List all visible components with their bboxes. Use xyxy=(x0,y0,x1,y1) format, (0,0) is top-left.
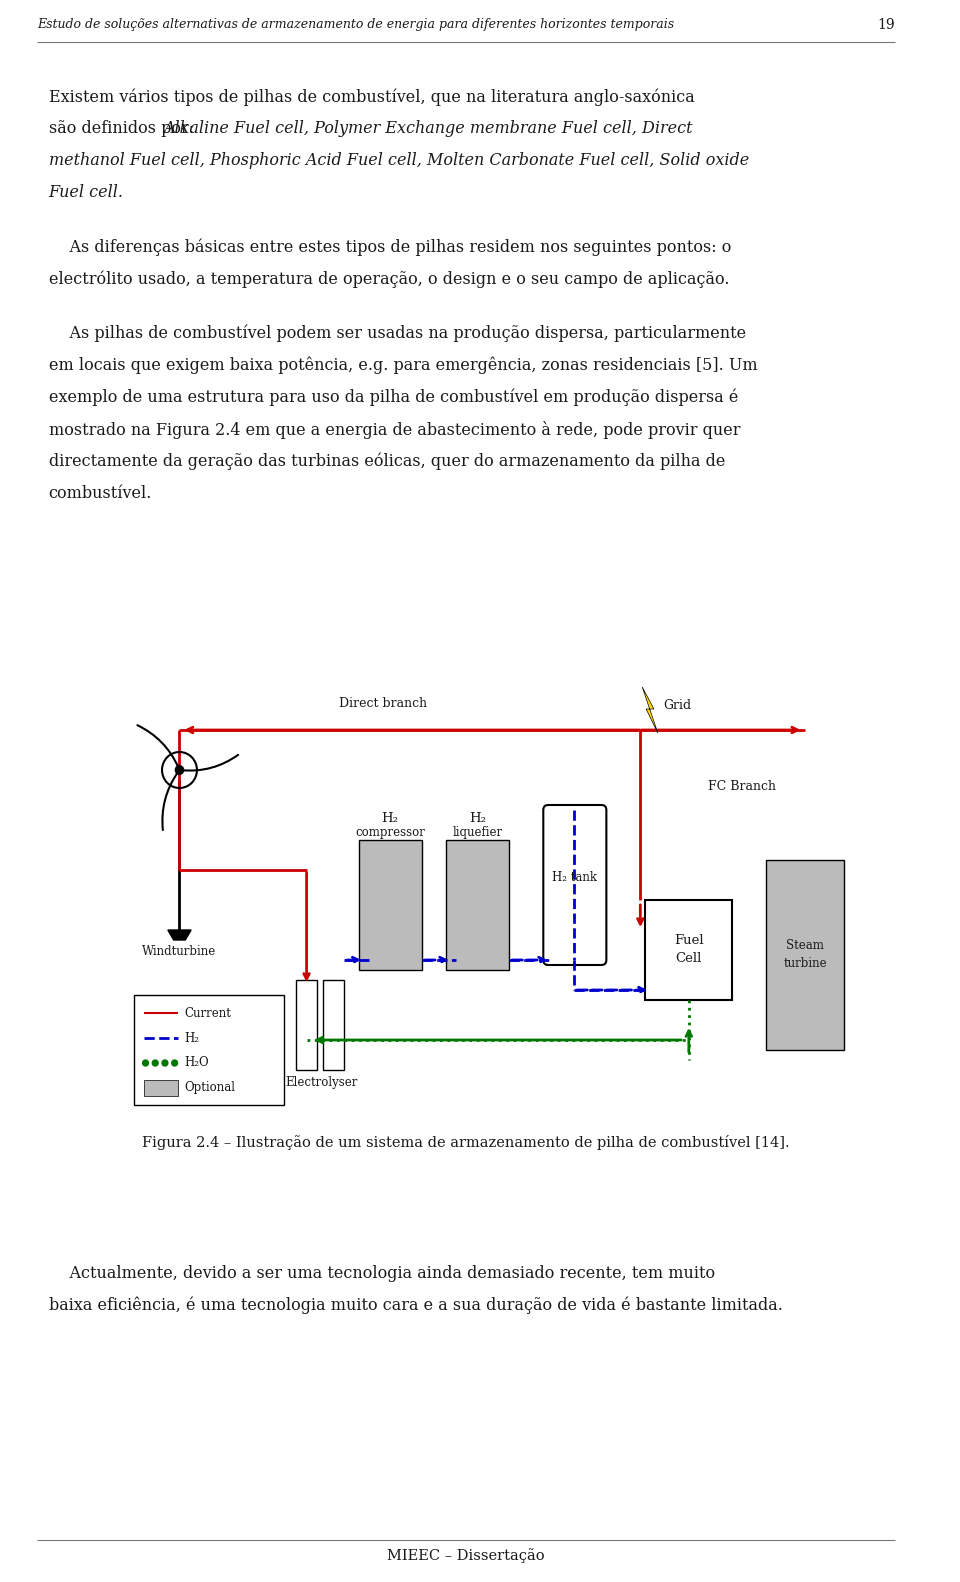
Text: Estudo de soluções alternativas de armazenamento de energia para diferentes hori: Estudo de soluções alternativas de armaz… xyxy=(36,17,674,32)
Text: Current: Current xyxy=(184,1006,231,1019)
Text: Actualmente, devido a ser uma tecnologia ainda demasiado recente, tem muito: Actualmente, devido a ser uma tecnologia… xyxy=(49,1266,714,1281)
Circle shape xyxy=(153,1060,158,1066)
Polygon shape xyxy=(642,687,658,732)
Text: H₂: H₂ xyxy=(381,812,398,824)
Circle shape xyxy=(162,1060,168,1066)
Text: Direct branch: Direct branch xyxy=(339,698,427,710)
Text: Grid: Grid xyxy=(663,699,692,712)
Text: directamente da geração das turbinas eólicas, quer do armazenamento da pilha de: directamente da geração das turbinas eól… xyxy=(49,452,725,470)
Bar xyxy=(144,1081,178,1096)
Text: liquefier: liquefier xyxy=(452,826,502,838)
Text: turbine: turbine xyxy=(783,957,828,970)
Circle shape xyxy=(175,766,184,775)
Text: mostrado na Figura 2.4 em que a energia de abastecimento à rede, pode provir que: mostrado na Figura 2.4 em que a energia … xyxy=(49,421,740,438)
Text: electrólito usado, a temperatura de operação, o design e o seu campo de aplicaçã: electrólito usado, a temperatura de oper… xyxy=(49,271,729,288)
Circle shape xyxy=(143,1060,149,1066)
Text: Optional: Optional xyxy=(184,1082,235,1095)
Text: Cell: Cell xyxy=(676,951,702,965)
Text: FC Branch: FC Branch xyxy=(708,780,777,793)
Text: Fuel cell.: Fuel cell. xyxy=(49,184,124,201)
Text: H₂ tank: H₂ tank xyxy=(552,870,597,883)
Text: MIEEC – Dissertação: MIEEC – Dissertação xyxy=(387,1549,544,1563)
Polygon shape xyxy=(168,930,191,940)
Text: em locais que exigem baixa potência, e.g. para emergência, zonas residenciais [5: em locais que exigem baixa potência, e.g… xyxy=(49,358,757,375)
Text: combustível.: combustível. xyxy=(49,484,152,501)
Bar xyxy=(359,840,422,970)
Text: As diferenças básicas entre estes tipos de pilhas residem nos seguintes pontos: : As diferenças básicas entre estes tipos … xyxy=(49,239,731,256)
Bar xyxy=(766,861,844,1050)
Text: H₂: H₂ xyxy=(468,812,486,824)
Bar xyxy=(133,995,284,1104)
Text: Windturbine: Windturbine xyxy=(142,944,217,959)
Text: baixa eficiência, é uma tecnologia muito cara e a sua duração de vida é bastante: baixa eficiência, é uma tecnologia muito… xyxy=(49,1297,782,1315)
Text: compressor: compressor xyxy=(355,826,425,838)
Text: são definidos por:: são definidos por: xyxy=(49,120,199,138)
FancyBboxPatch shape xyxy=(543,805,607,965)
Text: Electrolyser: Electrolyser xyxy=(285,1076,357,1088)
Text: Steam: Steam xyxy=(786,938,825,951)
Text: 19: 19 xyxy=(876,17,895,32)
Text: Alkaline Fuel cell, Polymer Exchange membrane Fuel cell, Direct: Alkaline Fuel cell, Polymer Exchange mem… xyxy=(163,120,692,138)
Text: H₂O: H₂O xyxy=(184,1057,209,1069)
Circle shape xyxy=(172,1060,178,1066)
Text: exemplo de uma estrutura para uso da pilha de combustível em produção dispersa é: exemplo de uma estrutura para uso da pil… xyxy=(49,389,738,407)
Text: Figura 2.4 – Ilustração de um sistema de armazenamento de pilha de combustível [: Figura 2.4 – Ilustração de um sistema de… xyxy=(142,1134,789,1150)
Bar xyxy=(645,900,732,1000)
Bar xyxy=(446,840,510,970)
Text: As pilhas de combustível podem ser usadas na produção dispersa, particularmente: As pilhas de combustível podem ser usada… xyxy=(49,324,746,342)
Bar xyxy=(296,979,317,1069)
Text: H₂: H₂ xyxy=(184,1031,200,1044)
Bar xyxy=(324,979,345,1069)
Text: Existem vários tipos de pilhas de combustível, que na literatura anglo-saxónica: Existem vários tipos de pilhas de combus… xyxy=(49,89,694,106)
Text: Fuel: Fuel xyxy=(674,933,704,946)
Text: methanol Fuel cell, Phosphoric Acid Fuel cell, Molten Carbonate Fuel cell, Solid: methanol Fuel cell, Phosphoric Acid Fuel… xyxy=(49,152,749,169)
